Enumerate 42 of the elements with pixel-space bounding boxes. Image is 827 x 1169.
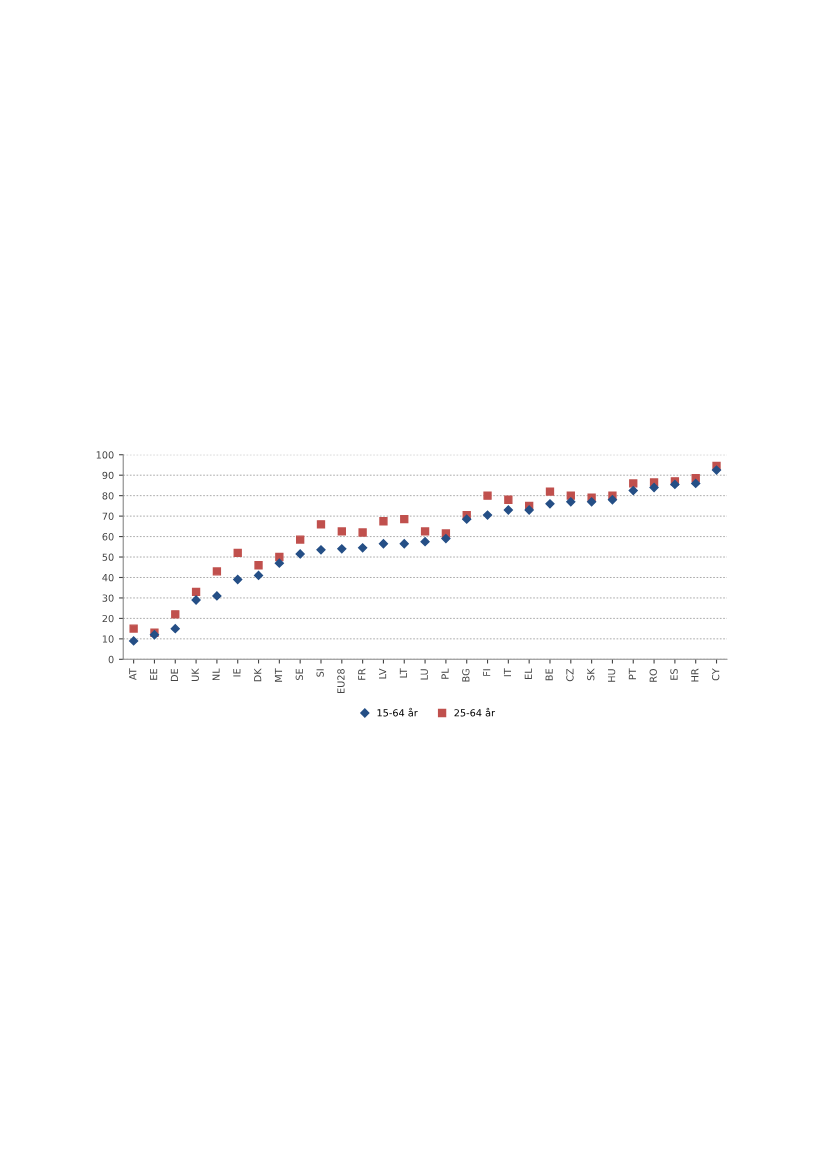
x-tick-label: IE [233, 668, 241, 677]
x-tick-label: RO [649, 668, 657, 682]
x-tick-label: HR [691, 668, 699, 682]
x-tick-label: FR [358, 668, 366, 680]
x-tick-label: DE [170, 668, 178, 682]
y-tick-label: 70 [102, 512, 114, 520]
x-tick-label: BG [462, 669, 470, 682]
x-tick-label: LV [379, 668, 387, 679]
x-tick-label: HU [608, 669, 616, 682]
x-tick-label: LT [399, 668, 407, 678]
x-tick-label: AT [129, 668, 137, 681]
x-tick-label: EL [524, 668, 532, 679]
legend-label: 15-64 år [377, 707, 418, 717]
x-tick-label: EU28 [337, 669, 345, 694]
x-tick-label: CY [711, 668, 720, 681]
x-tick-label: PL [441, 668, 449, 679]
x-tick-label: MT [274, 668, 283, 682]
x-tick-label: CZ [566, 668, 574, 682]
x-tick-label: PT [628, 668, 636, 680]
y-tick-label: 0 [108, 655, 114, 664]
x-tick-label: FI [483, 669, 491, 676]
legend-label: 25-64 år [454, 707, 496, 717]
y-tick-label: 10 [102, 635, 114, 643]
y-tick-label: 20 [102, 614, 114, 623]
x-tick-label: UK [191, 668, 199, 681]
x-tick-label: SI [316, 669, 324, 677]
x-tick-label: LU [420, 669, 428, 680]
x-tick-label: NL [212, 668, 220, 681]
x-tick-label: IT [503, 668, 512, 677]
x-tick-label: BE [545, 668, 553, 681]
y-tick-label: 60 [102, 533, 114, 541]
x-tick-label: DK [254, 668, 262, 682]
y-tick-label: 100 [96, 451, 114, 459]
x-tick-label: EE [150, 668, 158, 680]
y-tick-label: 40 [102, 573, 114, 582]
y-tick-label: 50 [102, 553, 114, 561]
x-tick-label: SE [295, 668, 303, 681]
y-tick-label: 30 [102, 594, 114, 602]
y-tick-label: 90 [102, 471, 114, 480]
y-tick-label: 80 [102, 492, 114, 500]
x-tick-label: SK [587, 668, 595, 681]
x-tick-label: ES [670, 668, 678, 680]
